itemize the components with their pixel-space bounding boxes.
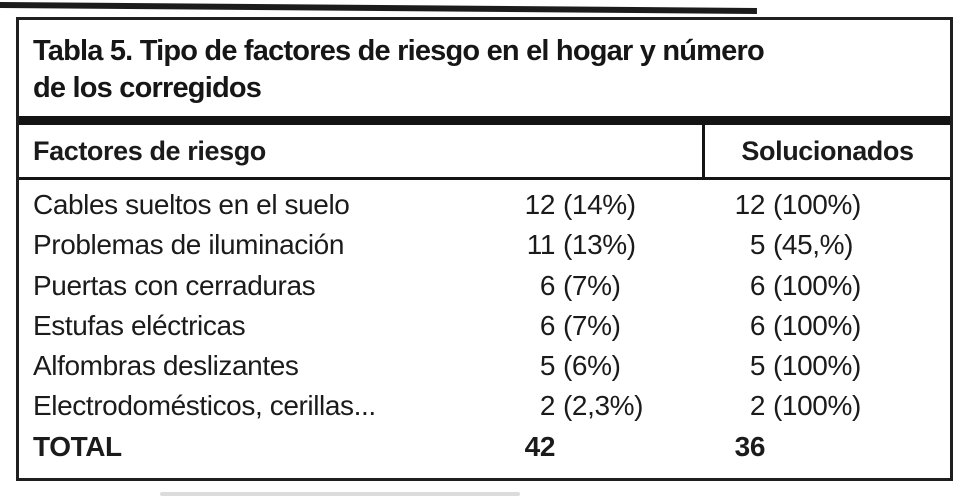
factor-cell: Puertas con cerraduras	[33, 269, 316, 301]
count-cell: 5	[539, 350, 556, 382]
solved-count-cell: 12	[734, 189, 766, 220]
factor-cell: Alfombras deslizantes	[33, 350, 299, 382]
total-label: TOTAL	[33, 430, 122, 462]
column-header-factors: Factores de riesgo	[33, 135, 266, 166]
count-cell: 6	[539, 309, 556, 341]
table-title-line2: de los corregidos	[33, 72, 262, 104]
table-frame: Tabla 5. Tipo de factores de riesgo en e…	[16, 17, 953, 481]
table-row: Estufas eléctricas 6 (7%) 6 (100%)	[19, 306, 950, 346]
table-row: Alfombras deslizantes 5 (6%) 5 (100%)	[19, 346, 950, 386]
header-divider-rule	[19, 177, 950, 180]
scan-artifact-bar	[0, 2, 757, 14]
total-solved-count: 36	[734, 430, 766, 462]
percent-cell: (7%)	[563, 269, 621, 301]
table-title: Tabla 5. Tipo de factores de riesgo en e…	[19, 20, 950, 107]
table-row: Electrodomésticos, cerillas... 2 (2,3%) …	[19, 386, 950, 426]
factor-cell: Electrodomésticos, cerillas...	[33, 390, 376, 422]
percent-cell: (6%)	[563, 350, 621, 382]
percent-cell: (7%)	[563, 309, 621, 341]
total-percent-empty	[555, 427, 705, 467]
table-body: Cables sueltos en el suelo 12 (14%) 12 (…	[19, 180, 950, 467]
count-cell: 2	[539, 390, 556, 422]
count-cell: 12	[524, 189, 556, 220]
table-title-line1: Tabla 5. Tipo de factores de riesgo en e…	[33, 35, 765, 67]
count-cell: 11	[526, 229, 556, 261]
solved-percent-cell: (100%)	[773, 390, 861, 422]
scan-shadow	[160, 492, 520, 496]
solved-count-cell: 5	[749, 350, 766, 382]
solved-percent-cell: (100%)	[773, 189, 861, 220]
column-header-solved: Solucionados	[702, 125, 950, 177]
table-row: Problemas de iluminación 11 (13%) 5 (45,…	[19, 225, 950, 265]
factor-cell: Estufas eléctricas	[33, 309, 246, 341]
table-header-row: Factores de riesgo Solucionados	[19, 125, 950, 177]
table-total-row: TOTAL 42 36	[19, 427, 950, 467]
title-divider-rule	[19, 116, 950, 125]
factor-cell: Problemas de iluminación	[33, 229, 345, 261]
solved-count-cell: 2	[749, 390, 766, 422]
factor-cell: Cables sueltos en el suelo	[33, 189, 350, 220]
solved-count-cell: 5	[749, 229, 766, 261]
solved-percent-cell: (100%)	[773, 350, 861, 382]
solved-percent-cell: (100%)	[773, 309, 861, 341]
total-solved-percent-empty	[765, 427, 950, 467]
percent-cell: (14%)	[563, 189, 636, 220]
table-row: Puertas con cerraduras 6 (7%) 6 (100%)	[19, 266, 950, 306]
solved-count-cell: 6	[749, 309, 766, 341]
solved-percent-cell: (45,%)	[773, 229, 854, 261]
percent-cell: (13%)	[563, 229, 636, 261]
count-cell: 6	[539, 269, 556, 301]
solved-percent-cell: (100%)	[773, 269, 861, 301]
table-row: Cables sueltos en el suelo 12 (14%) 12 (…	[19, 185, 950, 225]
total-count: 42	[524, 430, 556, 462]
solved-count-cell: 6	[749, 269, 766, 301]
percent-cell: (2,3%)	[563, 390, 644, 422]
